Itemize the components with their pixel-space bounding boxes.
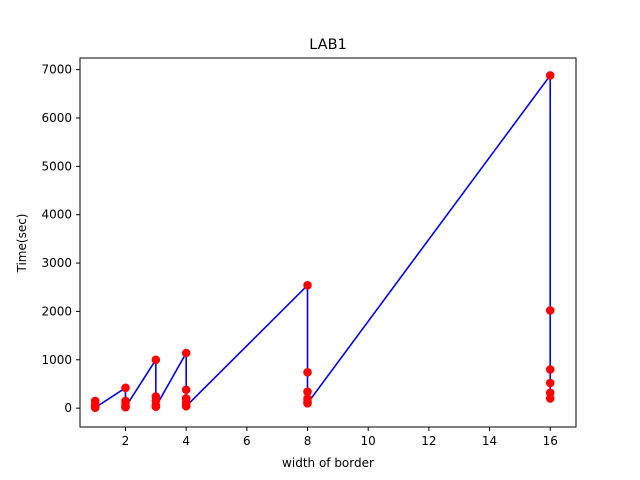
data-point [545,306,555,315]
data-point [545,365,555,374]
data-point [303,399,312,408]
y-tick-label: 2000 [41,304,72,318]
axes: 2 4 6 8 10 12 14 16 0 1000 2000 3000 4000 5000 6000 700… [41,57,577,448]
y-tick-label: 3000 [41,256,72,270]
data-point [121,383,130,393]
x-tick-label: 6 [243,434,251,448]
data-point [181,348,191,358]
data-point [545,394,555,403]
x-axis-label: width of border [282,456,374,470]
data-point [90,403,100,412]
data-point [151,355,161,365]
y-tick-label: 6000 [41,111,72,125]
y-tick-label: 1000 [41,353,72,367]
data-point [303,281,312,290]
data-point [181,401,191,411]
data-point [121,402,130,412]
data-point [181,385,191,395]
data-point [545,71,555,80]
x-tick-label: 10 [361,434,376,448]
data-point [303,368,312,377]
x-tick-label: 16 [543,434,558,448]
series-line [94,72,552,410]
data-point [151,402,161,411]
x-tick-label: 4 [182,434,190,448]
x-tick-label: 12 [421,434,436,448]
y-tick-label: 0 [64,401,72,415]
axes-frame [79,57,577,428]
chart-title: LAB1 [309,37,347,53]
y-tick-label: 5000 [41,159,72,173]
data-point [303,387,312,397]
plot-area [90,71,555,412]
y-tick-label: 4000 [41,208,72,222]
x-tick-label: 14 [482,434,497,448]
x-tick-label: 2 [122,434,130,448]
y-tick-label: 7000 [41,63,72,77]
data-point [545,378,555,388]
x-tick-label: 8 [304,434,312,448]
y-axis-label: Time(sec) [15,214,29,274]
